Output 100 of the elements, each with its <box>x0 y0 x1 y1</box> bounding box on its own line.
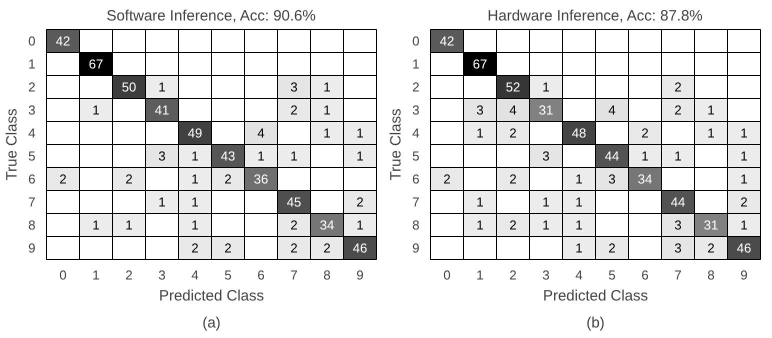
y-tick-label: 7 <box>412 194 420 210</box>
data-label: 41 <box>154 102 170 118</box>
data-label: 2 <box>674 102 682 118</box>
data-label: 4 <box>509 102 517 118</box>
x-tick-label: 0 <box>59 268 67 282</box>
data-label: 1 <box>323 80 331 94</box>
y-tick-label: 4 <box>412 126 420 140</box>
y-tick-label: 6 <box>28 172 36 186</box>
data-label: 46 <box>352 240 368 256</box>
data-label: 1 <box>740 218 748 232</box>
data-label: 50 <box>122 80 136 94</box>
data-label: 1 <box>542 194 550 210</box>
y-tick-label: 2 <box>412 80 420 94</box>
data-label: 2 <box>224 240 232 256</box>
data-label: 2 <box>125 172 133 186</box>
data-label: 2 <box>290 102 298 118</box>
data-label: 2 <box>509 172 517 186</box>
y-axis-title: True Class <box>387 108 404 180</box>
data-label: 1 <box>740 172 748 186</box>
data-label: 1 <box>674 148 682 164</box>
data-label: 1 <box>575 218 583 232</box>
data-label: 4 <box>257 126 265 140</box>
data-label: 42 <box>56 34 70 48</box>
data-label: 1 <box>641 148 649 164</box>
chart-title: Software Inference, Acc: 90.6% <box>106 8 316 24</box>
data-label: 1 <box>356 148 364 164</box>
x-tick-label: 8 <box>707 268 715 282</box>
x-tick-label: 6 <box>641 268 649 282</box>
data-label: 1 <box>476 218 484 232</box>
y-tick-label: 2 <box>28 80 36 94</box>
data-label: 1 <box>707 126 715 140</box>
y-tick-label: 5 <box>412 148 420 164</box>
data-label: 1 <box>740 148 748 164</box>
chart-title: Hardware Inference, Acc: 87.8% <box>488 8 703 24</box>
y-tick-label: 5 <box>28 148 36 164</box>
data-label: 1 <box>191 218 199 232</box>
data-label: 1 <box>191 172 199 186</box>
data-label: 67 <box>88 56 104 72</box>
x-tick-label: 0 <box>443 268 451 282</box>
y-tick-label: 8 <box>28 218 36 232</box>
data-label: 2 <box>674 80 682 94</box>
data-label: 2 <box>509 126 517 140</box>
x-tick-label: 4 <box>191 268 199 282</box>
data-label: 1 <box>323 102 331 118</box>
x-tick-label: 7 <box>290 268 298 282</box>
data-label: 1 <box>257 148 265 164</box>
data-label: 1 <box>356 218 364 232</box>
data-label: 2 <box>641 126 649 140</box>
data-label: 1 <box>356 126 364 140</box>
x-tick-label: 9 <box>740 268 748 282</box>
y-tick-label: 3 <box>28 102 36 118</box>
y-tick-label: 9 <box>412 240 420 256</box>
x-tick-label: 5 <box>608 268 616 282</box>
x-tick-label: 9 <box>356 268 364 282</box>
x-tick-label: 3 <box>158 268 166 282</box>
data-label: 1 <box>740 126 748 140</box>
x-tick-label: 7 <box>674 268 682 282</box>
text: (b) <box>586 314 605 332</box>
data-label: 2 <box>608 240 616 256</box>
text: (a) <box>202 314 221 332</box>
data-label: 48 <box>572 126 586 140</box>
data-label: 1 <box>191 194 199 210</box>
data-label: 31 <box>704 218 718 232</box>
data-label: 2 <box>191 240 199 256</box>
y-tick-label: 9 <box>28 240 36 256</box>
data-label: 2 <box>356 194 364 210</box>
data-label: 2 <box>290 240 298 256</box>
data-label: 3 <box>674 218 682 232</box>
x-tick-label: 3 <box>542 268 550 282</box>
data-label: 1 <box>158 194 166 210</box>
data-label: 44 <box>604 148 620 164</box>
data-label: 2 <box>707 240 715 256</box>
data-label: 1 <box>191 148 199 164</box>
data-label: 1 <box>290 148 298 164</box>
data-label: 67 <box>472 56 488 72</box>
data-label: 44 <box>670 194 686 210</box>
data-label: 1 <box>158 80 166 94</box>
data-label: 2 <box>740 194 748 210</box>
x-axis-title: Predicted Class <box>542 288 648 304</box>
data-label: 3 <box>674 240 682 256</box>
y-tick-label: 3 <box>412 102 420 118</box>
data-label: 1 <box>542 218 550 232</box>
data-label: 34 <box>320 218 334 232</box>
data-label: 1 <box>575 240 583 256</box>
data-label: 1 <box>92 102 100 118</box>
data-label: 4 <box>608 102 616 118</box>
x-tick-label: 2 <box>125 268 133 282</box>
data-label: 2 <box>323 240 331 256</box>
data-label: 1 <box>707 102 715 118</box>
y-tick-label: 4 <box>28 126 36 140</box>
data-label: 1 <box>125 218 133 232</box>
data-label: 2 <box>509 218 517 232</box>
data-label: 49 <box>188 126 202 140</box>
data-label: 45 <box>286 194 302 210</box>
data-label: 2 <box>443 172 451 186</box>
y-tick-label: 7 <box>28 194 36 210</box>
x-tick-label: 2 <box>509 268 517 282</box>
data-label: 3 <box>290 80 298 94</box>
y-tick-label: 0 <box>412 34 420 48</box>
y-tick-label: 1 <box>28 56 36 72</box>
